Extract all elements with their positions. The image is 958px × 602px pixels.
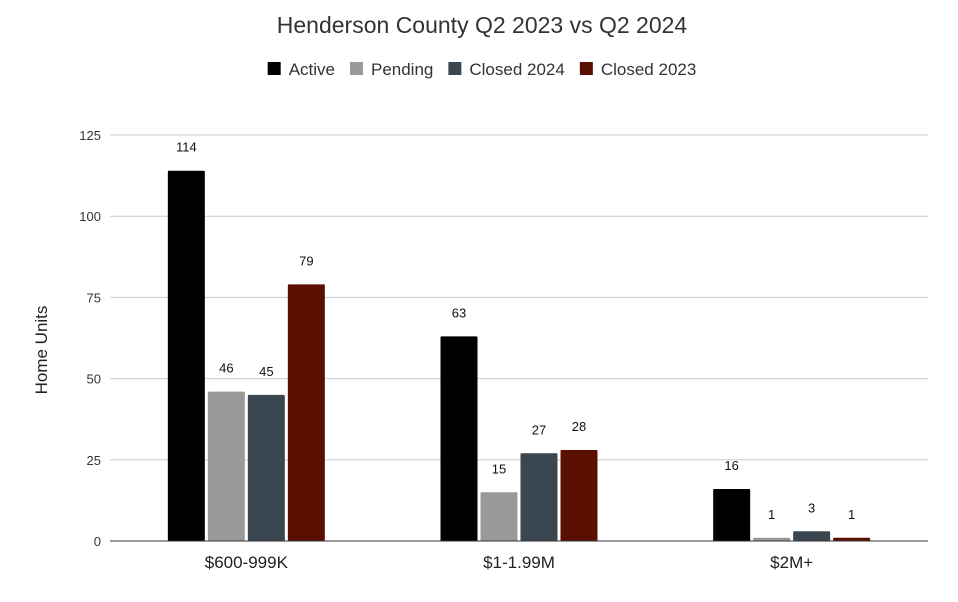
legend-swatch: [448, 62, 462, 75]
y-tick-label: 0: [94, 534, 101, 549]
data-label: 3: [808, 500, 815, 515]
data-label: 16: [724, 458, 738, 473]
data-label: 79: [299, 253, 313, 268]
bar-closed-2024: [247, 394, 285, 541]
bar-pending: [207, 391, 245, 541]
bars: [167, 170, 871, 541]
data-label: 28: [572, 419, 586, 434]
bar-closed-2023: [560, 450, 598, 541]
data-label: 1: [768, 507, 775, 522]
data-label: 114: [176, 140, 197, 155]
bar-active: [713, 489, 751, 541]
y-axis-ticks: 0 25 50 75 100 125: [79, 128, 101, 549]
y-tick-label: 75: [87, 290, 101, 305]
x-category-label: $2M+: [770, 553, 813, 572]
legend-swatch: [579, 62, 593, 75]
y-tick-label: 125: [79, 128, 101, 143]
data-label: 63: [452, 305, 466, 320]
data-label: 46: [219, 361, 233, 376]
bar-pending: [480, 492, 518, 541]
data-label: 45: [259, 364, 273, 379]
bar-closed-2024: [520, 453, 558, 541]
x-category-label: $600-999K: [205, 553, 289, 572]
bar-active: [167, 170, 205, 541]
legend-label: Pending: [371, 60, 433, 79]
data-labels: 114 46 45 79 63 15 27 28 16 1 3 1: [176, 140, 855, 522]
bar-closed-2023: [287, 284, 325, 541]
bar-closed-2023: [833, 537, 871, 541]
legend-swatch: [349, 62, 363, 75]
data-label: 27: [532, 422, 546, 437]
legend-item: Closed 2024: [448, 60, 565, 79]
data-label: 1: [848, 507, 855, 522]
legend: Active Pending Closed 2024 Closed 2023: [267, 60, 696, 79]
legend-swatch: [267, 62, 281, 75]
legend-label: Closed 2024: [469, 60, 564, 79]
bar-pending: [753, 537, 791, 541]
legend-item: Active: [267, 60, 335, 79]
bar-active: [440, 336, 478, 541]
gridlines: [110, 134, 928, 461]
y-tick-label: 100: [79, 209, 101, 224]
y-tick-label: 50: [87, 372, 101, 387]
legend-item: Closed 2023: [579, 60, 696, 79]
legend-label: Active: [289, 60, 335, 79]
x-category-label: $1-1.99M: [483, 553, 555, 572]
bar-closed-2024: [793, 531, 831, 541]
legend-item: Pending: [349, 60, 433, 79]
legend-label: Closed 2023: [601, 60, 696, 79]
y-axis-label: Home Units: [32, 306, 51, 395]
x-axis-categories: $600-999K $1-1.99M $2M+: [205, 553, 813, 572]
chart-title: Henderson County Q2 2023 vs Q2 2024: [277, 12, 688, 38]
y-tick-label: 25: [87, 453, 101, 468]
data-label: 15: [492, 461, 506, 476]
